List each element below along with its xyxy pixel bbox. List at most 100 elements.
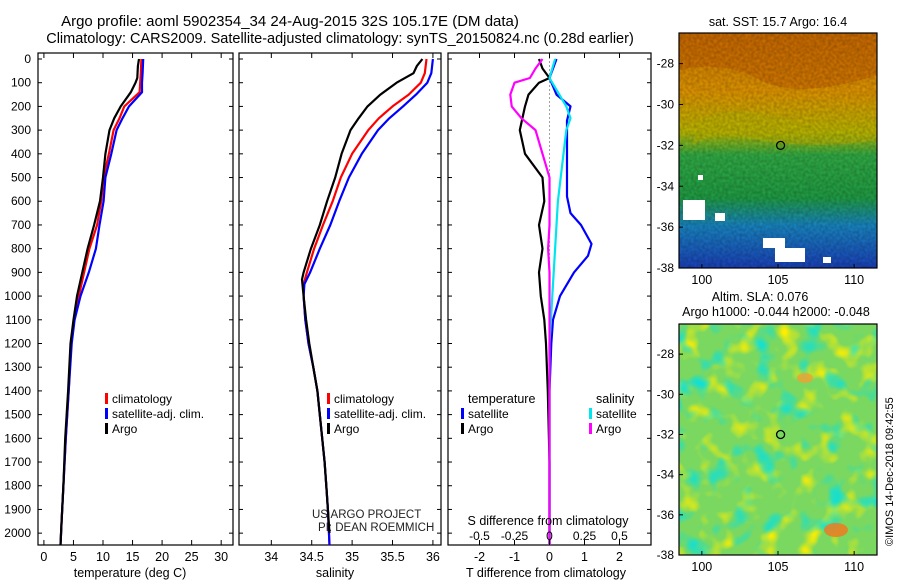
s-tick-label: 0: [546, 529, 553, 543]
legend-swatch-climatology: [327, 393, 330, 404]
pressure-tick-label: 400: [11, 147, 31, 161]
map-x-tick-label: 110: [844, 273, 864, 287]
legend-swatch-satellite: [327, 408, 330, 419]
sla-float-location: [775, 429, 786, 440]
x-tick-label: 1: [581, 550, 588, 564]
project-credit: US ARGO PROJECT: [312, 509, 421, 521]
map-y-tick-label: -32: [657, 427, 675, 441]
s-difference-label: S difference from climatology: [468, 514, 630, 528]
s-tick-label: 0.25: [573, 529, 597, 543]
legend-s-argo: Argo: [596, 422, 622, 436]
sst-cloud-mask: [698, 175, 703, 180]
figure-title-line-1: Argo profile: aoml 5902354_34 24-Aug-201…: [61, 13, 519, 30]
x-tick-label: 20: [155, 550, 169, 564]
legend-temperature-title: temperature: [468, 392, 535, 406]
map-y-tick-label: -30: [657, 387, 675, 401]
legend-swatch-climatology: [105, 393, 108, 404]
sla-low-blobs: [679, 324, 877, 555]
legend-salinity-title: salinity: [596, 392, 635, 406]
map-x-tick-label: 100: [691, 560, 712, 574]
x-axes: 0 5 10 15 20 25 30 34 34.5 35 35.5 36 -2 -1 0 1 2: [40, 53, 623, 564]
x-tick-label: 34: [264, 550, 278, 564]
pressure-tick-label: 1900: [4, 502, 31, 516]
sst-cloud-mask: [683, 200, 705, 220]
pressure-tick-label: 1600: [4, 431, 31, 445]
pressure-tick-label: 900: [11, 265, 31, 279]
pressure-tick-label: 1700: [4, 455, 31, 469]
pressure-axis: 0 100 200 300 400 500 600 700 800 900 1000 1100 1200…: [4, 52, 651, 540]
x-tick-label: -2: [474, 550, 485, 564]
legend-swatch-argo: [327, 423, 330, 434]
legend-climatology: climatology: [334, 392, 394, 406]
legend-swatch-s-satellite: [589, 408, 592, 419]
x-tick-label: 34.5: [300, 550, 324, 564]
sla-high-spot: [797, 373, 813, 383]
s-tick-label: 0.5: [611, 529, 628, 543]
figure-title-line-2: Climatology: CARS2009. Satellite-adjuste…: [46, 31, 634, 47]
temperature-profile-plot: [59, 58, 145, 545]
x-tick-label: 35.5: [380, 550, 404, 564]
sla-high-spot: [824, 523, 848, 537]
map-y-tick-label: -28: [657, 57, 675, 71]
legend-argo: Argo: [334, 422, 360, 436]
pressure-tick-label: 800: [11, 242, 31, 256]
legend-climatology: climatology: [112, 392, 172, 406]
pressure-tick-label: 700: [11, 218, 31, 232]
difference-legend: temperature satellite Argo salinity sate…: [461, 392, 637, 528]
sla-map-title: Altim. SLA: 0.076: [712, 290, 809, 304]
legend-swatch-argo: [105, 423, 108, 434]
difference-profile-plot: [509, 53, 593, 545]
legend-t-satellite: satellite: [468, 407, 509, 421]
s-tick-label: -0.25: [501, 529, 529, 543]
pressure-tick-label: 0: [24, 52, 31, 66]
s-difference-ticks: -0.5 -0.25 0 0.25 0.5: [469, 529, 628, 543]
x-tick-label: 0: [546, 550, 553, 564]
pressure-tick-label: 100: [11, 76, 31, 90]
map-y-tick-label: -34: [657, 179, 675, 193]
legend-s-satellite: satellite: [596, 407, 637, 421]
x-tick-label: -1: [509, 550, 520, 564]
x-tick-label: 36: [426, 550, 440, 564]
map-y-tick-label: -36: [657, 220, 675, 234]
map-y-tick-label: -38: [657, 548, 675, 562]
sst-float-location: [775, 140, 786, 151]
salinity-axis-label: salinity: [316, 566, 355, 580]
x-tick-label: 5: [70, 550, 77, 564]
x-tick-label: 30: [214, 550, 228, 564]
pressure-tick-label: 1000: [4, 289, 31, 303]
legend-satellite-adj: satellite-adj. clim.: [112, 407, 204, 421]
map-x-tick-label: 105: [768, 273, 789, 287]
x-tick-label: 35: [345, 550, 359, 564]
legend-swatch-s-argo: [589, 423, 592, 434]
temperature-legend: climatology satellite-adj. clim. Argo: [105, 392, 204, 436]
imos-credit: ©IMOS 14-Dec-2018 09:42:55: [884, 397, 896, 546]
sst-cloud-mask: [823, 257, 831, 263]
map-y-tick-label: -38: [657, 261, 675, 275]
profile-line-salinity-argo: [509, 58, 551, 545]
x-tick-label: 10: [96, 550, 110, 564]
legend-swatch-satellite: [105, 408, 108, 419]
sst-map-axes: 100 105 110 -28 -30 -32 -34 -36 -38: [657, 57, 865, 287]
x-tick-label: 0: [40, 550, 47, 564]
pressure-tick-label: 1500: [4, 408, 31, 422]
legend-swatch-t-argo: [461, 423, 464, 434]
pressure-tick-label: 2000: [4, 526, 31, 540]
sla-map-axes: 100 105 110 -28 -30 -32 -34 -36 -38: [657, 347, 865, 574]
map-y-tick-label: -34: [657, 468, 675, 482]
sst-cloud-mask: [775, 248, 805, 262]
legend-argo: Argo: [112, 422, 138, 436]
pressure-tick-label: 1800: [4, 479, 31, 493]
pressure-tick-label: 1300: [4, 360, 31, 374]
temperature-axis-label: temperature (deg C): [74, 566, 187, 580]
pressure-tick-label: 1400: [4, 384, 31, 398]
pressure-tick-label: 600: [11, 194, 31, 208]
salinity-legend: climatology satellite-adj. clim. Argo US…: [312, 392, 434, 534]
x-tick-label: 15: [126, 550, 140, 564]
pressure-tick-label: 500: [11, 171, 31, 185]
profile-line-argo: [300, 58, 424, 534]
t-difference-axis-label: T difference from climatology: [466, 566, 627, 580]
sst-map-title: sat. SST: 15.7 Argo: 16.4: [709, 15, 847, 29]
legend-t-argo: Argo: [468, 422, 494, 436]
x-tick-label: 25: [185, 550, 199, 564]
